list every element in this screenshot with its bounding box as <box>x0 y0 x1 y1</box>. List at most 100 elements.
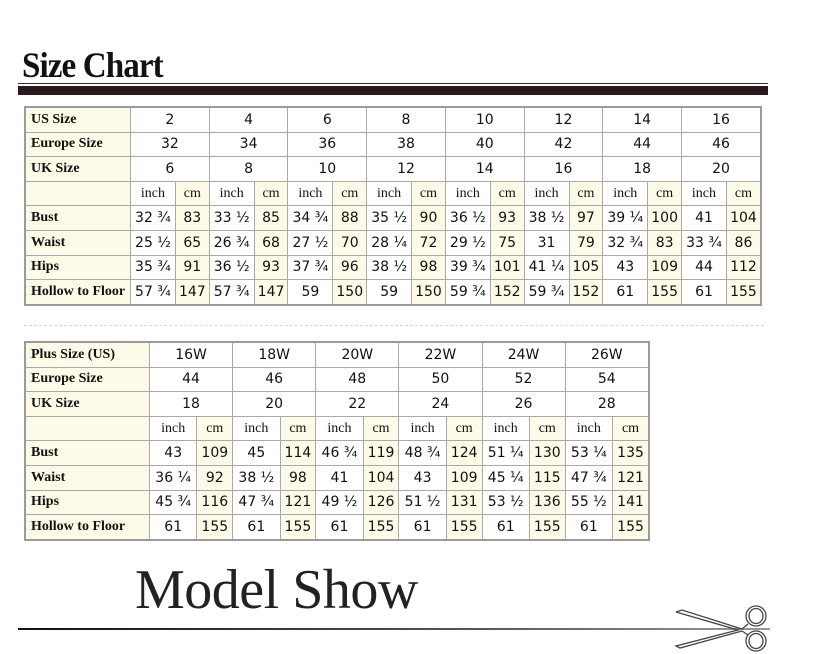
unit-inch-label: inch <box>366 180 413 207</box>
unit-inch-label: inch <box>287 180 334 207</box>
unit-inch-label: inch <box>602 180 649 207</box>
model-show-heading: Model Show <box>135 559 418 621</box>
row-label: Hips <box>24 254 131 281</box>
inch-value: 59 ¾ <box>444 279 491 306</box>
inch-value: 51 ¼ <box>481 440 530 466</box>
unit-cm-label: cm <box>174 180 210 207</box>
inch-value: 61 <box>681 279 727 306</box>
inch-value: 46 ¾ <box>315 440 364 466</box>
unit-cm-label: cm <box>445 415 483 442</box>
cm-value: 121 <box>612 464 650 491</box>
size-cell: 36 <box>287 131 368 158</box>
standard-size-table: US Size 2 4 6 8 10 12 14 16 Europe Size 32 34 36 38 40… <box>24 106 762 306</box>
cm-value: 100 <box>647 205 683 231</box>
inch-value: 61 <box>564 514 614 541</box>
page-title: Size Chart <box>22 45 164 85</box>
size-cell: 48 <box>315 366 400 393</box>
cm-value: 83 <box>174 205 210 231</box>
row-label <box>24 180 131 207</box>
unit-inch-label: inch <box>148 415 198 442</box>
cm-value: 90 <box>411 205 446 231</box>
inch-value: 61 <box>315 514 364 541</box>
size-cell: 12 <box>366 156 446 182</box>
inch-value: 29 ½ <box>444 229 491 256</box>
cm-value: 88 <box>332 205 368 231</box>
inch-value: 47 ¾ <box>232 489 281 516</box>
size-cell: 40 <box>444 131 525 158</box>
inch-value: 25 ½ <box>130 229 176 256</box>
inch-value: 36 ½ <box>208 254 255 281</box>
inch-value: 61 <box>602 279 649 306</box>
inch-value: 35 ½ <box>366 205 413 231</box>
size-cell: 32 <box>130 131 210 158</box>
size-row: UK Size 6 8 10 12 14 16 18 20 <box>24 156 762 182</box>
size-cell: 26W <box>564 341 650 368</box>
cm-value: 93 <box>253 254 289 281</box>
unit-cm-label: cm <box>411 180 446 207</box>
cm-value: 72 <box>411 229 446 256</box>
size-cell: 20 <box>681 156 762 182</box>
size-cell: 46 <box>232 366 317 393</box>
cm-value: 68 <box>253 229 289 256</box>
cm-value: 121 <box>279 489 317 516</box>
size-cell: 54 <box>564 366 650 393</box>
unit-cm-label: cm <box>647 180 683 207</box>
row-label: Hollow to Floor <box>24 514 150 541</box>
inch-value: 34 ¾ <box>287 205 334 231</box>
inch-value: 61 <box>398 514 447 541</box>
cm-value: 85 <box>253 205 289 231</box>
cm-value: 79 <box>568 229 604 256</box>
inch-value: 59 <box>287 279 334 306</box>
size-cell: 18 <box>148 391 234 417</box>
size-row: Plus Size (US) 16W 18W 20W 22W 24W 26W <box>24 341 650 368</box>
cm-value: 75 <box>489 229 525 256</box>
unit-cm-label: cm <box>568 180 604 207</box>
unit-cm-label: cm <box>196 415 234 442</box>
cm-value: 96 <box>332 254 368 281</box>
inch-value: 47 ¾ <box>564 464 614 491</box>
cm-value: 92 <box>196 464 234 491</box>
cm-value: 152 <box>489 279 525 306</box>
measure-row: Hollow to Floor 61 155 61 155 61 155 61 155 61 155… <box>24 514 650 541</box>
size-cell: 6 <box>130 156 210 182</box>
inch-value: 61 <box>232 514 281 541</box>
cm-value: 105 <box>568 254 604 281</box>
unit-inch-label: inch <box>444 180 491 207</box>
cm-value: 130 <box>528 440 566 466</box>
inch-value: 37 ¾ <box>287 254 334 281</box>
size-cell: 20W <box>315 341 400 368</box>
scissors-icon <box>674 605 767 652</box>
unit-cm-label: cm <box>279 415 317 442</box>
size-cell: 16W <box>148 341 234 368</box>
cm-value: 155 <box>362 514 400 541</box>
row-label: Bust <box>24 440 150 466</box>
size-cell: 24W <box>481 341 566 368</box>
inch-value: 43 <box>602 254 649 281</box>
row-label: UK Size <box>24 391 150 417</box>
cm-value: 98 <box>411 254 446 281</box>
inch-value: 41 <box>315 464 364 491</box>
size-row: UK Size 18 20 22 24 26 28 <box>24 391 650 417</box>
unit-cm-label: cm <box>489 180 525 207</box>
measure-row: Hollow to Floor 57 ¾ 147 57 ¾ 147 59 150 59 150 5… <box>24 279 762 306</box>
size-cell: 20 <box>232 391 317 417</box>
cm-value: 124 <box>445 440 483 466</box>
inch-value: 51 ½ <box>398 489 447 516</box>
cm-value: 126 <box>362 489 400 516</box>
size-cell: 4 <box>208 106 289 133</box>
row-label: Hips <box>24 489 150 516</box>
size-cell: 18W <box>232 341 317 368</box>
unit-inch-label: inch <box>208 180 255 207</box>
cm-value: 114 <box>279 440 317 466</box>
unit-inch-label: inch <box>232 415 281 442</box>
inch-value: 41 ¼ <box>523 254 570 281</box>
inch-value: 48 ¾ <box>398 440 447 466</box>
cm-value: 109 <box>445 464 483 491</box>
inch-value: 45 ¼ <box>481 464 530 491</box>
unit-cm-label: cm <box>612 415 650 442</box>
cm-value: 136 <box>528 489 566 516</box>
size-cell: 10 <box>287 156 368 182</box>
inch-value: 27 ½ <box>287 229 334 256</box>
inch-value: 32 ¾ <box>130 205 176 231</box>
